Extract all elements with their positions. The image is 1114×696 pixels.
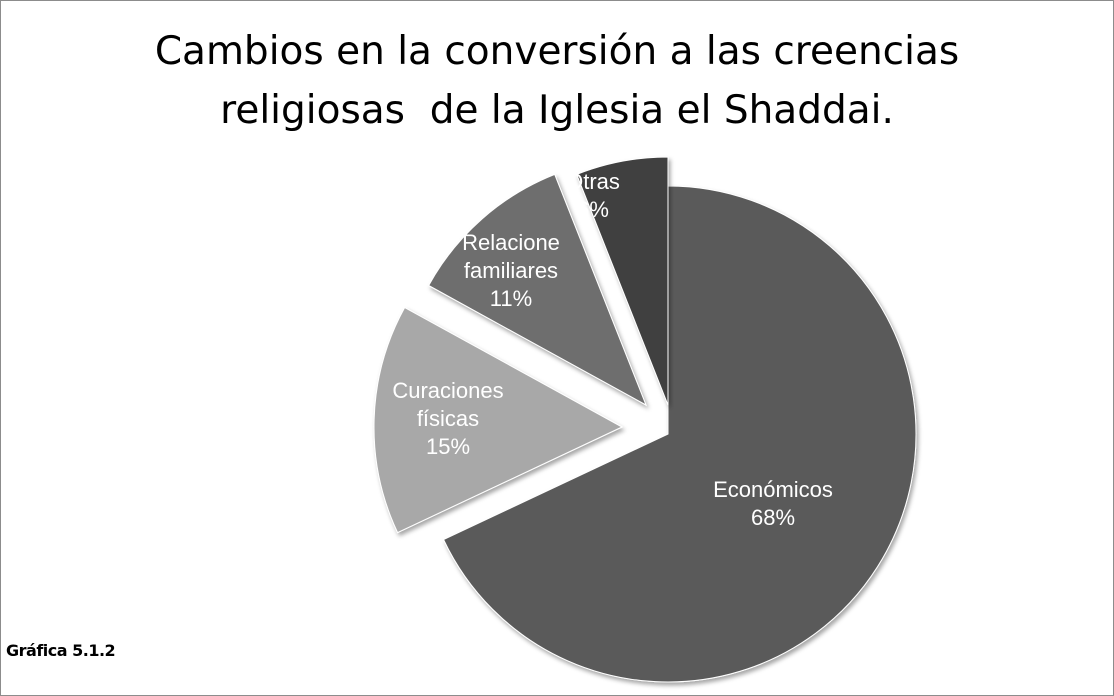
slice-label-line: 6% <box>577 197 609 222</box>
slice-label-line: Económicos <box>713 477 833 502</box>
chart-title-line-2: religiosas de la Iglesia el Shaddai. <box>220 88 894 133</box>
pie-slice-relaciones-familiares <box>428 173 647 407</box>
slice-label-line: físicas <box>417 406 479 431</box>
pie-slice-curaciones-fisicas <box>373 306 624 534</box>
slice-label-line: Otras <box>566 169 620 194</box>
chart-title-line-1: Cambios en la conversión a las creencias <box>154 29 960 74</box>
chart-title: Cambios en la conversión a las creencias… <box>0 22 1114 140</box>
slice-label-relaciones-familiares: Relacione familiares 11% <box>462 230 560 311</box>
slice-label-line: 15% <box>426 434 470 459</box>
pie-slice-economicos <box>442 185 917 683</box>
pie-slice-otras <box>576 156 669 406</box>
slice-label-line: familiares <box>464 258 558 283</box>
slice-label-otras: Otras 6% <box>566 169 620 222</box>
figure-caption: Gráfica 5.1.2 <box>6 641 116 660</box>
slice-label-curaciones-fisicas: Curaciones físicas 15% <box>392 378 503 459</box>
slice-label-line: 68% <box>751 505 795 530</box>
slice-label-economicos: Económicos 68% <box>713 477 833 530</box>
slice-label-line: 11% <box>490 286 532 311</box>
slice-label-line: Relacione <box>462 230 560 255</box>
slice-label-line: Curaciones <box>392 378 503 403</box>
